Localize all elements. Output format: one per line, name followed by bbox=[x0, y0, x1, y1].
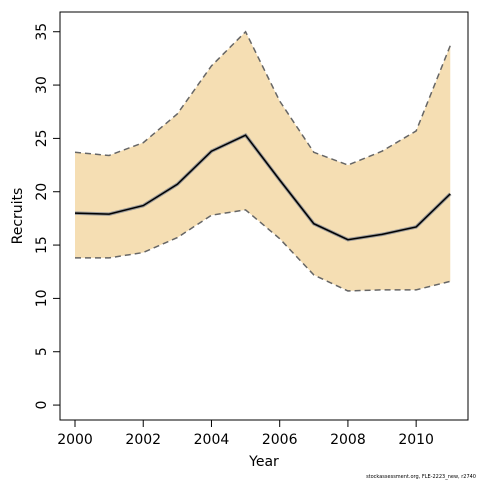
y-tick-label: 30 bbox=[34, 76, 50, 94]
y-tick-label: 0 bbox=[34, 401, 50, 410]
line bbox=[74, 134, 451, 241]
confidence-band bbox=[75, 31, 451, 291]
y-tick-label: 10 bbox=[34, 289, 50, 307]
y-tick-label: 20 bbox=[34, 183, 50, 201]
y-tick-label: 15 bbox=[34, 236, 50, 254]
x-tick-label: 2008 bbox=[330, 432, 366, 448]
x-tick-label: 2002 bbox=[125, 432, 161, 448]
x-tick-label: 2004 bbox=[194, 432, 230, 448]
lower-bound bbox=[75, 209, 451, 292]
footer: stockassessment.org, FLE-2223_new, r2740 bbox=[366, 474, 476, 480]
x-tick-label: 2000 bbox=[57, 432, 93, 448]
y-axis-label: Recruits bbox=[10, 188, 26, 245]
plot-border bbox=[59, 11, 469, 421]
x-tick-label: 2006 bbox=[262, 432, 298, 448]
y-tick-label: 35 bbox=[34, 23, 50, 41]
upper-bound bbox=[74, 30, 451, 166]
x-tick-label: 2010 bbox=[398, 432, 434, 448]
x-axis-label: Year bbox=[248, 454, 279, 470]
y-tick-label: 5 bbox=[34, 347, 50, 356]
y-tick-label: 25 bbox=[34, 129, 50, 147]
